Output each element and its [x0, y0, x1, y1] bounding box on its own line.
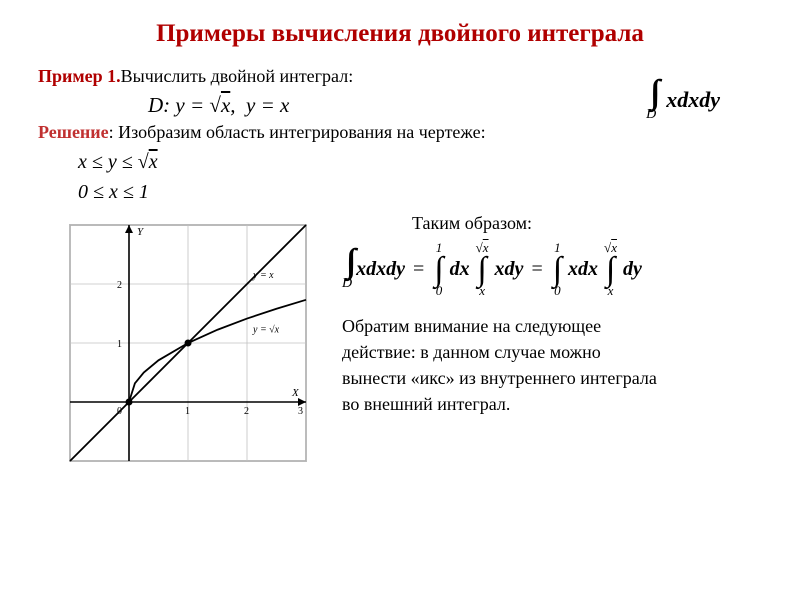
i3l: 0 — [554, 283, 561, 299]
eq2: = — [531, 258, 542, 280]
example-label: Пример 1. — [38, 66, 121, 87]
svg-text:Y: Y — [137, 226, 145, 238]
svg-text:2: 2 — [244, 406, 249, 417]
svg-text:y = x: y = x — [252, 270, 274, 281]
svg-text:2: 2 — [117, 280, 122, 291]
bound-x: 0 ≤ x ≤ 1 — [78, 177, 762, 207]
bounds-block: x ≤ y ≤ √x 0 ≤ x ≤ 1 — [78, 147, 762, 207]
main-formula: ∫∫D xdxdy = 1∫0 dx √x∫x xdy = 1∫0 xdx √x… — [342, 240, 762, 299]
integration-region-chart: 11220YX3y = xy = √x — [58, 213, 318, 473]
note-line-2: вынести «икс» из внутреннего интеграла — [342, 365, 762, 391]
i1l: 0 — [436, 283, 443, 299]
i4b: dy — [623, 258, 642, 280]
iint-integrand: xdxdy — [666, 87, 720, 112]
i4l: x — [608, 283, 614, 299]
svg-text:1: 1 — [117, 339, 122, 350]
top-double-integral: ∫∫D xdxdy — [646, 78, 720, 123]
note-block: Обратим внимание на следующее действие: … — [342, 313, 762, 417]
mf-lhs-int: xdxdy — [356, 258, 405, 280]
slide-title: Примеры вычисления двойного интеграла — [38, 20, 762, 48]
solution-text: : Изобразим область интегрирования на че… — [109, 122, 486, 142]
domain-D: D — [148, 93, 163, 117]
bound-y: x ≤ y ≤ √x — [78, 147, 762, 177]
i1b: dx — [450, 258, 470, 280]
domain-eq1: y = √x — [175, 93, 230, 117]
mf-lhs-sub: D — [342, 276, 352, 292]
example-text: Вычислить двойной интеграл: — [121, 66, 354, 87]
note-line-1: действие: в данном случае можно — [342, 339, 762, 365]
svg-text:X: X — [291, 387, 300, 399]
iint-sub: D — [646, 107, 656, 123]
i2l: x — [479, 283, 485, 299]
svg-text:1: 1 — [185, 406, 190, 417]
svg-text:y = √x: y = √x — [252, 325, 280, 336]
thus-label: Таким образом: — [412, 213, 762, 234]
i3b: xdx — [568, 258, 598, 280]
eq1: = — [413, 258, 424, 280]
svg-text:3: 3 — [298, 406, 303, 417]
domain-eq2: y = x — [246, 93, 289, 117]
i2b: xdy — [495, 258, 524, 280]
note-line-0: Обратим внимание на следующее — [342, 313, 762, 339]
note-line-3: во внешний интеграл. — [342, 391, 762, 417]
solution-label: Решение — [38, 122, 109, 142]
